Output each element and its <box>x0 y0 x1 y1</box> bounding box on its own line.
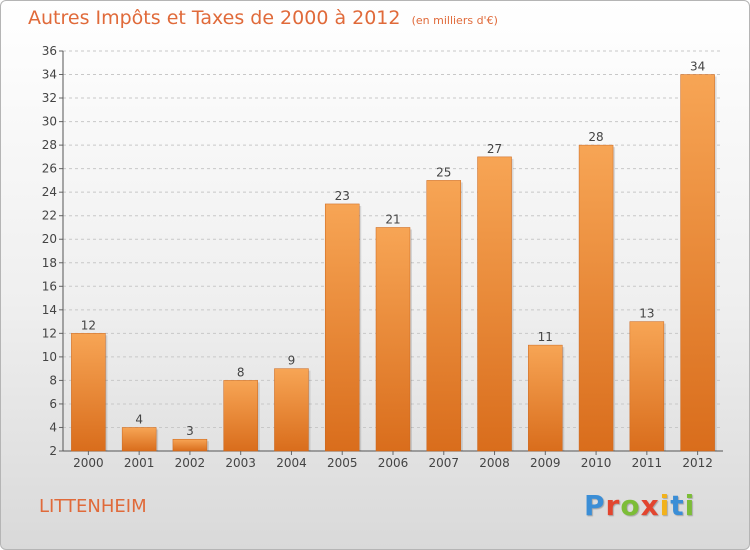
logo-letter: t <box>670 489 685 522</box>
logo-letter: i <box>684 489 696 522</box>
y-tick-label: 34 <box>42 68 57 82</box>
x-tick-label: 2002 <box>175 456 206 470</box>
chart-subtitle: (en milliers d'€) <box>411 14 498 27</box>
data-label: 12 <box>81 318 96 332</box>
bar <box>71 333 106 452</box>
logo-letter: i <box>659 489 671 522</box>
data-label: 11 <box>538 330 553 344</box>
y-tick-label: 32 <box>42 91 57 105</box>
bar <box>477 156 512 452</box>
x-tick-label: 2010 <box>581 456 612 470</box>
bar <box>223 380 258 452</box>
logo-letter: x <box>640 489 660 522</box>
y-tick-label: 30 <box>42 115 57 129</box>
data-label: 23 <box>335 189 350 203</box>
bar <box>629 321 665 452</box>
location-label: LITTENHEIM <box>39 496 147 517</box>
y-tick-label: 12 <box>42 326 57 340</box>
y-tick-label: 22 <box>42 209 57 223</box>
logo-letter: r <box>605 489 621 522</box>
y-tick-label: 4 <box>49 420 57 434</box>
logo-letter: P <box>584 489 606 522</box>
y-tick-label: 2 <box>49 444 57 458</box>
x-tick-label: 2011 <box>632 456 663 470</box>
x-tick-label: 2003 <box>225 456 256 470</box>
x-tick-label: 2007 <box>428 456 459 470</box>
y-tick-label: 24 <box>42 185 57 199</box>
data-label: 25 <box>436 165 451 179</box>
y-tick-label: 6 <box>49 397 57 411</box>
x-tick-label: 2006 <box>378 456 409 470</box>
data-label: 8 <box>237 365 245 379</box>
x-tick-label: 2012 <box>682 456 713 470</box>
bar <box>324 203 360 452</box>
x-tick-label: 2000 <box>73 456 104 470</box>
y-tick-label: 36 <box>42 44 57 58</box>
bar <box>121 427 157 452</box>
x-tick-label: 2004 <box>276 456 307 470</box>
x-tick-label: 2008 <box>479 456 510 470</box>
data-label: 4 <box>135 412 143 426</box>
y-tick-label: 20 <box>42 232 57 246</box>
data-label: 28 <box>588 130 603 144</box>
x-tick-label: 2005 <box>327 456 358 470</box>
bar <box>528 344 563 452</box>
logo-letter: o <box>620 489 641 522</box>
x-tick-label: 2009 <box>530 456 561 470</box>
y-tick-label: 10 <box>42 350 57 364</box>
data-label: 9 <box>288 354 296 368</box>
y-tick-label: 14 <box>42 303 57 317</box>
proxiti-logo: Proxiti <box>584 489 695 522</box>
bar <box>375 227 411 452</box>
bar <box>426 180 462 452</box>
bar <box>172 438 208 452</box>
data-label: 34 <box>690 60 705 74</box>
y-tick-label: 18 <box>42 256 57 270</box>
bar <box>680 74 715 452</box>
data-label: 21 <box>385 212 400 226</box>
data-label: 27 <box>487 142 502 156</box>
y-tick-label: 8 <box>49 373 57 387</box>
x-tick-label: 2001 <box>124 456 155 470</box>
bar <box>274 368 309 452</box>
y-tick-label: 28 <box>42 138 57 152</box>
y-tick-label: 26 <box>42 162 57 176</box>
data-label: 13 <box>639 307 654 321</box>
y-tick-label: 16 <box>42 279 57 293</box>
bar <box>578 144 614 452</box>
chart-title: Autres Impôts et Taxes de 2000 à 2012 (e… <box>28 7 498 29</box>
chart-title-main: Autres Impôts et Taxes de 2000 à 2012 <box>28 7 401 29</box>
data-label: 3 <box>186 424 194 438</box>
